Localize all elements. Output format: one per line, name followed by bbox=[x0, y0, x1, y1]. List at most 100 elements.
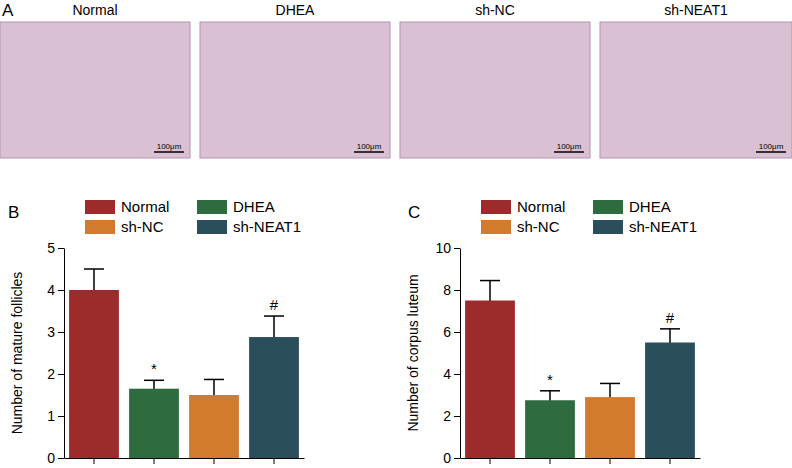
panel-label: A bbox=[2, 1, 14, 20]
y-tick-mark bbox=[58, 458, 64, 459]
error-bar-cap bbox=[600, 383, 620, 385]
x-tick bbox=[610, 458, 611, 464]
bar bbox=[465, 301, 515, 459]
image-title: Normal bbox=[72, 2, 117, 18]
x-tick bbox=[490, 458, 491, 464]
y-tick-label: 4 bbox=[443, 366, 451, 382]
y-tick: 10 bbox=[435, 240, 460, 256]
scale-bar bbox=[554, 151, 584, 153]
legend-item: sh-NEAT1 bbox=[593, 218, 697, 235]
legend-item: sh-NC bbox=[481, 218, 560, 235]
scale-bar-label: 100μm bbox=[157, 142, 182, 151]
y-axis-line bbox=[64, 249, 65, 459]
error-bar-cap bbox=[144, 380, 164, 382]
legend-swatch bbox=[481, 220, 511, 234]
legend-label: DHEA bbox=[629, 198, 671, 215]
chart: C0246810Number of corpus luteum*#NormalD… bbox=[405, 198, 701, 466]
bar bbox=[129, 389, 179, 458]
legend-label: sh-NEAT1 bbox=[233, 218, 301, 235]
annotation: # bbox=[270, 296, 279, 313]
y-tick-label: 4 bbox=[47, 282, 55, 298]
annotation: * bbox=[151, 360, 157, 377]
scale-bar bbox=[354, 151, 384, 153]
legend-item: DHEA bbox=[197, 198, 275, 215]
x-tick bbox=[670, 458, 671, 464]
x-tick bbox=[550, 458, 551, 464]
error-bar-cap bbox=[264, 315, 284, 317]
legend-swatch bbox=[85, 200, 115, 214]
legend-item: Normal bbox=[481, 198, 565, 215]
image-title: DHEA bbox=[276, 2, 316, 18]
y-tick: 8 bbox=[443, 282, 460, 298]
scale-bar-label: 100μm bbox=[557, 142, 582, 151]
x-tick-mark bbox=[214, 458, 215, 464]
y-tick-mark bbox=[58, 374, 64, 375]
legend-label: sh-NEAT1 bbox=[629, 218, 697, 235]
panel-label: C bbox=[408, 203, 420, 222]
y-tick-mark bbox=[454, 458, 460, 459]
image-title: sh-NC bbox=[475, 2, 515, 18]
y-axis-line bbox=[460, 249, 461, 459]
y-tick-mark bbox=[454, 332, 460, 333]
histology-image bbox=[600, 22, 792, 158]
x-tick bbox=[94, 458, 95, 464]
y-axis-title: Number of corpus luteum bbox=[405, 274, 421, 431]
y-axis: 0 2 4 6 8 10 bbox=[435, 240, 460, 466]
chart: B012345Number of mature follicles*#Norma… bbox=[8, 198, 305, 466]
x-tick-mark bbox=[490, 458, 491, 464]
scale-bar-label: 100μm bbox=[357, 142, 382, 151]
x-tick bbox=[214, 458, 215, 464]
x-axis-line bbox=[65, 458, 305, 459]
legend-swatch bbox=[593, 200, 623, 214]
scale-bar-label: 100μm bbox=[759, 142, 784, 151]
plot-area bbox=[465, 281, 695, 458]
y-tick-mark bbox=[58, 290, 64, 291]
plot-area bbox=[69, 269, 299, 458]
error-bar-cap bbox=[204, 379, 224, 381]
histology-image bbox=[400, 22, 590, 158]
y-tick-label: 8 bbox=[443, 282, 451, 298]
y-tick: 2 bbox=[47, 366, 64, 382]
panel-label: B bbox=[8, 203, 19, 222]
y-tick: 0 bbox=[47, 450, 64, 466]
legend-swatch bbox=[85, 220, 115, 234]
legend-item: sh-NEAT1 bbox=[197, 218, 301, 235]
y-tick: 4 bbox=[47, 282, 64, 298]
y-tick-label: 1 bbox=[47, 408, 55, 424]
error-bar-cap bbox=[480, 280, 500, 282]
y-tick-mark bbox=[454, 416, 460, 417]
y-tick-mark bbox=[454, 290, 460, 291]
legend-label: Normal bbox=[121, 198, 169, 215]
x-tick-mark bbox=[274, 458, 275, 464]
legend-item: Normal bbox=[85, 198, 169, 215]
legend-swatch bbox=[197, 200, 227, 214]
y-tick-label: 2 bbox=[47, 366, 55, 382]
bar bbox=[645, 343, 695, 459]
y-tick-label: 10 bbox=[435, 240, 451, 256]
x-tick bbox=[154, 458, 155, 464]
error-bar-cap bbox=[84, 268, 104, 270]
legend: Normal DHEA sh-NC sh-NEAT1 bbox=[481, 198, 697, 235]
y-tick-label: 5 bbox=[47, 240, 55, 256]
bar bbox=[585, 397, 635, 458]
image-panel: Normal 100μm bbox=[0, 2, 190, 158]
y-tick-mark bbox=[454, 248, 460, 249]
x-axis bbox=[461, 458, 701, 464]
bar bbox=[189, 395, 239, 458]
y-tick-label: 6 bbox=[443, 324, 451, 340]
legend-swatch bbox=[481, 200, 511, 214]
y-tick-label: 0 bbox=[443, 450, 451, 466]
bar bbox=[249, 337, 299, 458]
y-axis: 012345 bbox=[47, 240, 64, 466]
annotation: * bbox=[547, 371, 553, 388]
image-panel: sh-NC 100μm bbox=[400, 2, 590, 158]
y-tick-mark bbox=[58, 248, 64, 249]
legend-label: Normal bbox=[517, 198, 565, 215]
legend-item: DHEA bbox=[593, 198, 671, 215]
y-tick-label: 2 bbox=[443, 408, 451, 424]
bar bbox=[69, 290, 119, 458]
x-tick-mark bbox=[670, 458, 671, 464]
legend-item: sh-NC bbox=[85, 218, 164, 235]
x-tick-mark bbox=[610, 458, 611, 464]
y-tick-mark bbox=[454, 374, 460, 375]
